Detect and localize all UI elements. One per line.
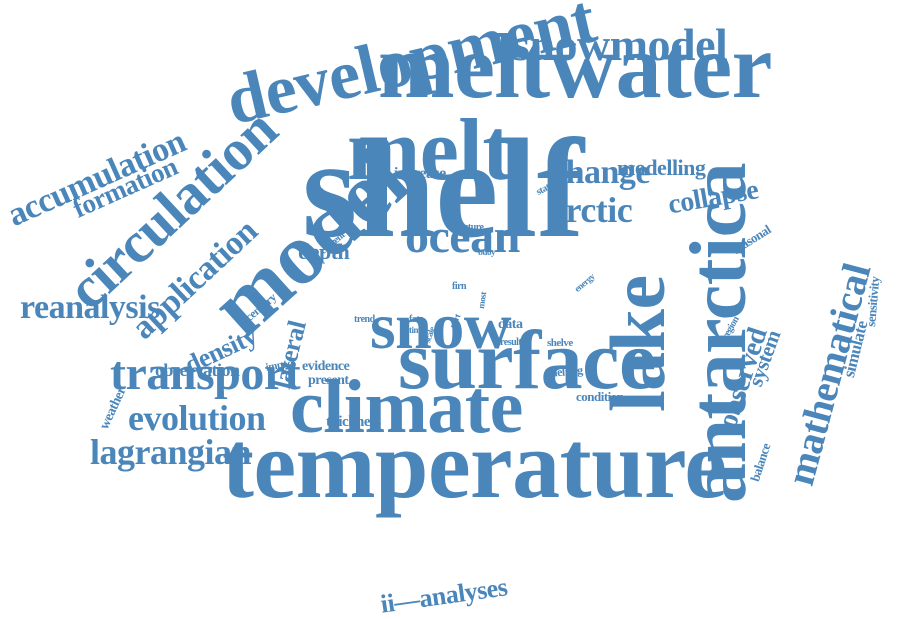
word-fate: fate <box>409 314 424 326</box>
word-reanalysis: reanalysis <box>20 289 160 327</box>
word-arctic: arctic <box>548 189 633 230</box>
word-present: present <box>308 373 349 389</box>
word-snow: snow <box>370 289 512 363</box>
word-melting: melting <box>547 362 584 380</box>
word-evidence: evidence <box>302 359 350 375</box>
word-meltwater: meltwater <box>378 15 772 118</box>
word-snowmodel: snowmodel <box>512 19 728 71</box>
word-thickness: thickness <box>326 414 381 431</box>
word-condition: condition <box>576 388 624 404</box>
word-transport: transport <box>110 346 301 400</box>
word-future: future <box>460 222 484 234</box>
word-firn: firn <box>452 281 467 293</box>
word-sensitivity: sensitivity <box>862 276 883 328</box>
word-increase: increase <box>394 164 446 182</box>
word-shelf: shelf <box>302 109 584 268</box>
word-evolution: evolution <box>128 397 266 438</box>
word-ocean: ocean <box>405 209 520 263</box>
word-observation: observation <box>155 359 240 380</box>
word-climate: climate <box>290 364 523 449</box>
word-data: data <box>498 317 523 333</box>
word-ii-analyses: ii—analyses <box>378 572 510 619</box>
word-lagrangian: lagrangian <box>90 431 252 472</box>
word-melt: melt <box>347 102 512 200</box>
word-buoy: buoy <box>478 246 496 257</box>
word-mathematical: mathematical <box>776 258 880 490</box>
word-change: change <box>551 154 651 192</box>
word-time: time <box>409 324 425 335</box>
word-weather: weather <box>97 385 130 433</box>
word-depth: depth <box>298 238 350 264</box>
word-trend: trend <box>354 314 375 326</box>
word-result: result <box>500 337 522 349</box>
word-temperature: temperature <box>222 411 727 519</box>
word-surface: surface <box>398 314 656 408</box>
word-modelling: modelling <box>617 154 706 180</box>
word-shelve: shelve <box>547 337 573 350</box>
